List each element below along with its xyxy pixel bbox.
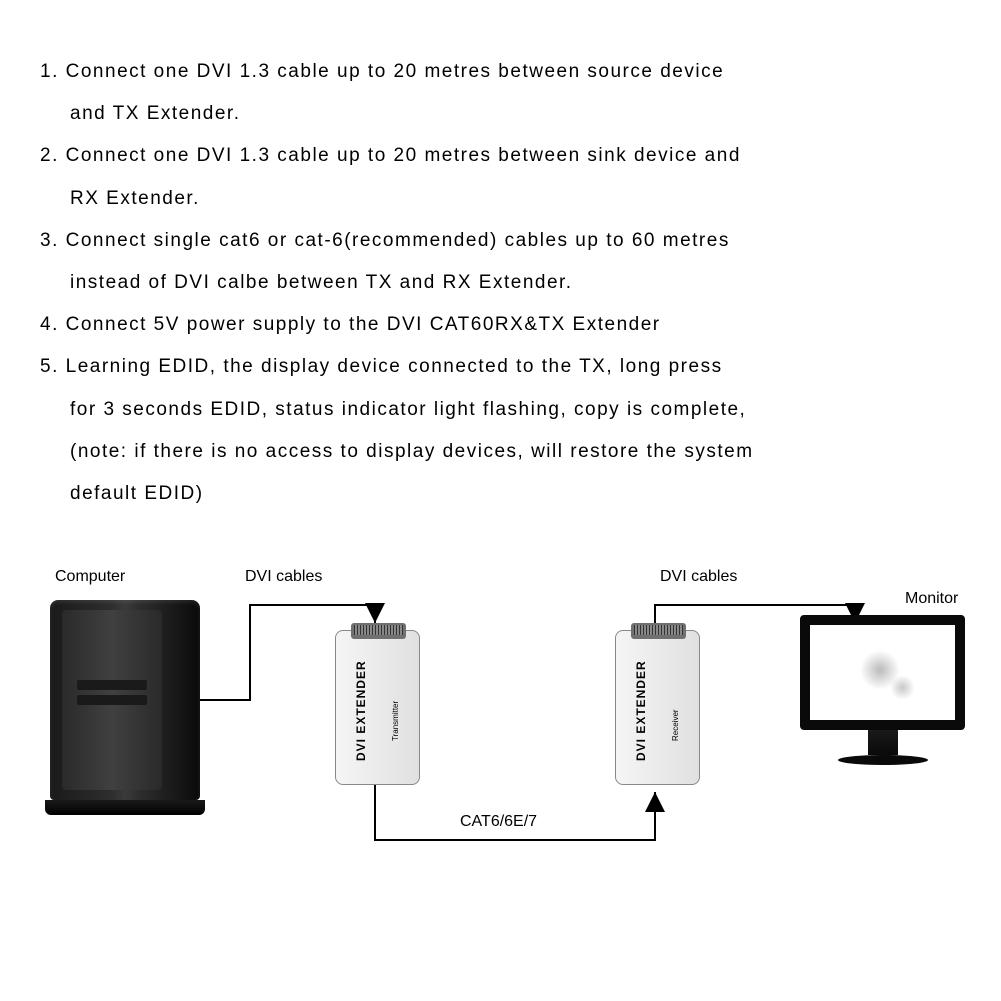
dvi-right-label: DVI cables [660, 568, 737, 586]
instruction-num: 2. [40, 145, 59, 166]
tx-extender-icon: DVI EXTENDER Transmitter [335, 630, 420, 785]
connection-diagram: Computer DVI cables DVI cables Monitor C… [0, 530, 1001, 950]
instruction-5-cont2: (note: if there is no access to display … [40, 435, 961, 469]
instruction-5-cont: for 3 seconds EDID, status indicator lig… [40, 393, 961, 427]
instruction-num: 1. [40, 61, 59, 82]
instruction-text: Connect 5V power supply to the DVI CAT60… [66, 314, 661, 335]
instruction-5: 5. Learning EDID, the display device con… [40, 350, 961, 384]
instruction-1-cont: and TX Extender. [40, 97, 961, 131]
instruction-3-cont: instead of DVI calbe between TX and RX E… [40, 266, 961, 300]
instruction-2: 2. Connect one DVI 1.3 cable up to 20 me… [40, 139, 961, 173]
instruction-3: 3. Connect single cat6 or cat-6(recommen… [40, 224, 961, 258]
dvi-left-label: DVI cables [245, 568, 322, 586]
instructions-list: 1. Connect one DVI 1.3 cable up to 20 me… [40, 55, 961, 519]
instruction-5-cont3: default EDID) [40, 477, 961, 511]
monitor-icon [800, 615, 965, 785]
instruction-text: Learning EDID, the display device connec… [66, 356, 723, 377]
extender-tx-sub: Transmitter [391, 701, 400, 741]
extender-rx-text: DVI EXTENDER [634, 660, 648, 761]
instruction-4: 4. Connect 5V power supply to the DVI CA… [40, 308, 961, 342]
computer-icon [50, 600, 200, 820]
monitor-label: Monitor [905, 590, 958, 608]
extender-tx-text: DVI EXTENDER [354, 660, 368, 761]
instruction-1: 1. Connect one DVI 1.3 cable up to 20 me… [40, 55, 961, 89]
extender-rx-sub: Receiver [671, 709, 680, 741]
instruction-text: Connect single cat6 or cat-6(recommended… [66, 230, 730, 251]
rx-extender-icon: DVI EXTENDER Receiver [615, 630, 700, 785]
cat-cable-label: CAT6/6E/7 [460, 813, 537, 831]
instruction-num: 3. [40, 230, 59, 251]
instruction-num: 5. [40, 356, 59, 377]
instruction-text: Connect one DVI 1.3 cable up to 20 metre… [66, 61, 725, 82]
instruction-2-cont: RX Extender. [40, 182, 961, 216]
instruction-num: 4. [40, 314, 59, 335]
computer-label: Computer [55, 568, 125, 586]
instruction-text: Connect one DVI 1.3 cable up to 20 metre… [66, 145, 741, 166]
